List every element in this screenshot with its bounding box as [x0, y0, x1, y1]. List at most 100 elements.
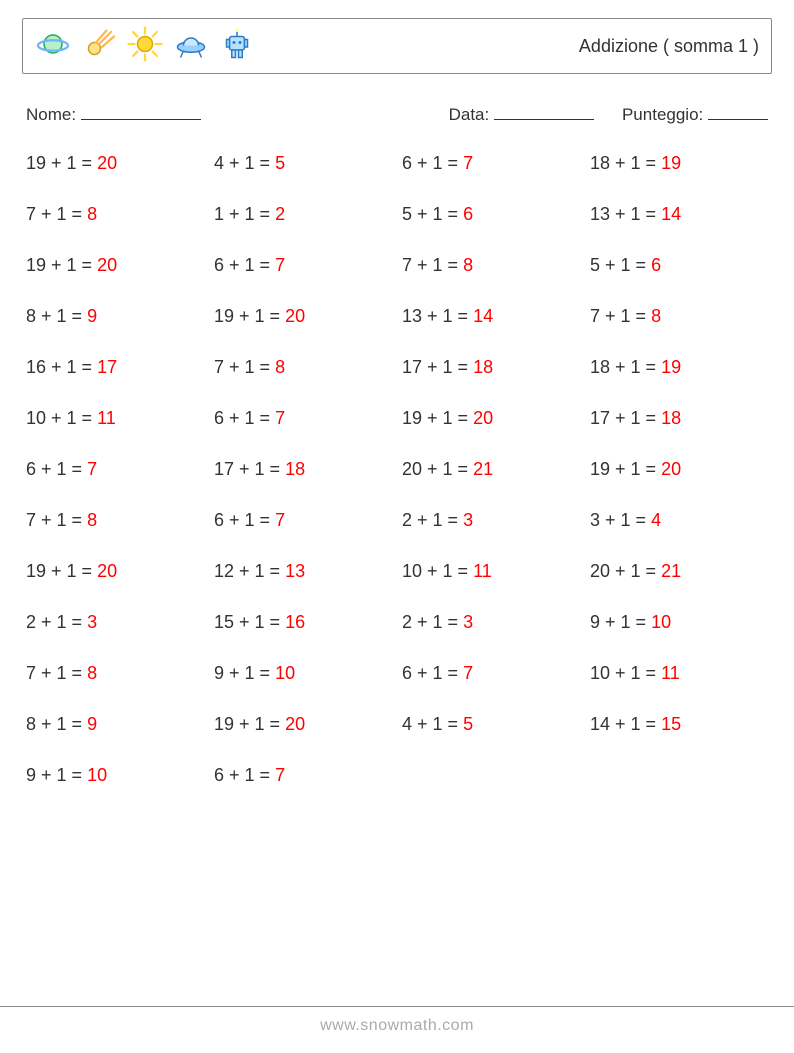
- problem-expression: 20 + 1 =: [590, 561, 661, 581]
- problem-expression: 7 + 1 =: [402, 255, 463, 275]
- problem-answer: 7: [275, 255, 285, 275]
- problem-expression: 6 + 1 =: [26, 459, 87, 479]
- problem-cell: 16 + 1 = 17: [26, 357, 204, 378]
- problem-answer: 20: [285, 714, 305, 734]
- problem-cell: 4 + 1 = 5: [402, 714, 580, 735]
- header-icons: [35, 26, 255, 67]
- problem-cell: 12 + 1 = 13: [214, 561, 392, 582]
- problem-cell: 2 + 1 = 3: [402, 510, 580, 531]
- name-blank[interactable]: [81, 102, 201, 120]
- problem-answer: 8: [87, 510, 97, 530]
- problem-expression: 4 + 1 =: [214, 153, 275, 173]
- ufo-icon: [173, 26, 209, 67]
- problem-expression: 9 + 1 =: [26, 765, 87, 785]
- problem-expression: 19 + 1 =: [214, 714, 285, 734]
- problem-cell: 5 + 1 = 6: [402, 204, 580, 225]
- problem-expression: 10 + 1 =: [26, 408, 97, 428]
- problem-cell: 19 + 1 = 20: [402, 408, 580, 429]
- problem-cell: 1 + 1 = 2: [214, 204, 392, 225]
- problem-answer: 3: [87, 612, 97, 632]
- problem-expression: 16 + 1 =: [26, 357, 97, 377]
- problem-expression: 6 + 1 =: [214, 255, 275, 275]
- problem-cell: 19 + 1 = 20: [26, 153, 204, 174]
- problem-answer: 8: [463, 255, 473, 275]
- problem-cell: 4 + 1 = 5: [214, 153, 392, 174]
- problem-expression: 6 + 1 =: [402, 663, 463, 683]
- problem-cell: 13 + 1 = 14: [590, 204, 768, 225]
- problem-expression: 18 + 1 =: [590, 153, 661, 173]
- problem-cell: 7 + 1 = 8: [26, 204, 204, 225]
- problem-cell: 10 + 1 = 11: [590, 663, 768, 684]
- problem-expression: 2 + 1 =: [402, 612, 463, 632]
- problem-cell: 19 + 1 = 20: [214, 714, 392, 735]
- problem-answer: 7: [275, 408, 285, 428]
- problem-answer: 20: [97, 255, 117, 275]
- problem-expression: 9 + 1 =: [590, 612, 651, 632]
- problem-expression: 3 + 1 =: [590, 510, 651, 530]
- problem-expression: 12 + 1 =: [214, 561, 285, 581]
- problem-expression: 17 + 1 =: [590, 408, 661, 428]
- name-label: Nome:: [26, 105, 76, 124]
- problem-answer: 5: [275, 153, 285, 173]
- problem-expression: 19 + 1 =: [402, 408, 473, 428]
- problem-expression: 5 + 1 =: [590, 255, 651, 275]
- problem-cell: 6 + 1 = 7: [214, 510, 392, 531]
- problem-cell: 18 + 1 = 19: [590, 153, 768, 174]
- problem-expression: 6 + 1 =: [214, 765, 275, 785]
- problem-expression: 19 + 1 =: [590, 459, 661, 479]
- date-blank[interactable]: [494, 102, 594, 120]
- problem-cell: 6 + 1 = 7: [214, 408, 392, 429]
- problem-cell: 17 + 1 = 18: [214, 459, 392, 480]
- problem-cell: 7 + 1 = 8: [26, 663, 204, 684]
- problem-answer: 20: [97, 561, 117, 581]
- problem-answer: 9: [87, 714, 97, 734]
- problem-answer: 16: [285, 612, 305, 632]
- problem-grid: 19 + 1 = 20 4 + 1 = 5 6 + 1 = 7 18 + 1 = 19…: [22, 153, 772, 786]
- problem-expression: 10 + 1 =: [590, 663, 661, 683]
- score-blank[interactable]: [708, 102, 768, 120]
- problem-cell: 20 + 1 = 21: [590, 561, 768, 582]
- problem-cell: 13 + 1 = 14: [402, 306, 580, 327]
- problem-answer: 7: [275, 765, 285, 785]
- problem-answer: 7: [463, 663, 473, 683]
- problem-answer: 19: [661, 357, 681, 377]
- problem-cell: 5 + 1 = 6: [590, 255, 768, 276]
- problem-answer: 18: [285, 459, 305, 479]
- problem-answer: 11: [97, 408, 116, 428]
- problem-expression: 6 + 1 =: [214, 510, 275, 530]
- problem-answer: 6: [651, 255, 661, 275]
- problem-cell: 19 + 1 = 20: [214, 306, 392, 327]
- planet-icon: [35, 26, 71, 67]
- problem-expression: 20 + 1 =: [402, 459, 473, 479]
- problem-answer: 14: [473, 306, 493, 326]
- problem-cell: 20 + 1 = 21: [402, 459, 580, 480]
- problem-cell: 8 + 1 = 9: [26, 714, 204, 735]
- problem-cell: 6 + 1 = 7: [402, 663, 580, 684]
- problem-cell: 2 + 1 = 3: [402, 612, 580, 633]
- problem-expression: 2 + 1 =: [26, 612, 87, 632]
- problem-expression: 1 + 1 =: [214, 204, 275, 224]
- problem-expression: 17 + 1 =: [402, 357, 473, 377]
- problem-answer: 19: [661, 153, 681, 173]
- problem-answer: 14: [661, 204, 681, 224]
- problem-expression: 7 + 1 =: [214, 357, 275, 377]
- problem-cell: 17 + 1 = 18: [590, 408, 768, 429]
- problem-expression: 8 + 1 =: [26, 714, 87, 734]
- problem-expression: 17 + 1 =: [214, 459, 285, 479]
- problem-cell: 10 + 1 = 11: [402, 561, 580, 582]
- problem-answer: 7: [463, 153, 473, 173]
- problem-expression: 19 + 1 =: [26, 255, 97, 275]
- problem-answer: 2: [275, 204, 285, 224]
- problem-answer: 3: [463, 612, 473, 632]
- problem-cell: 6 + 1 = 7: [214, 255, 392, 276]
- problem-cell: 6 + 1 = 7: [26, 459, 204, 480]
- problem-answer: 8: [275, 357, 285, 377]
- problem-answer: 7: [275, 510, 285, 530]
- problem-expression: 7 + 1 =: [26, 510, 87, 530]
- problem-answer: 4: [651, 510, 661, 530]
- problem-cell: 9 + 1 = 10: [26, 765, 204, 786]
- problem-cell: 2 + 1 = 3: [26, 612, 204, 633]
- header-box: Addizione ( somma 1 ): [22, 18, 772, 74]
- problem-expression: 7 + 1 =: [590, 306, 651, 326]
- problem-answer: 13: [285, 561, 305, 581]
